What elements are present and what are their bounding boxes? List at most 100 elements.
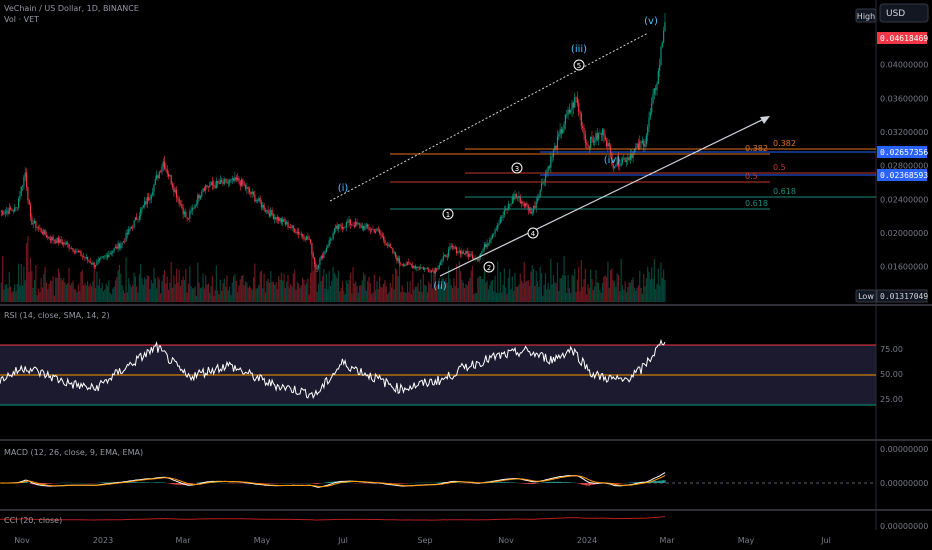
volume-bar — [106, 286, 109, 302]
candle-body — [331, 238, 333, 240]
volume-bar — [116, 277, 118, 302]
candle-body — [628, 157, 630, 160]
macd-histogram-bar — [262, 483, 264, 484]
candle-body — [404, 264, 406, 266]
time-axis[interactable]: Nov 2023 Mar May Jul Sep Nov 2024 Mar May Jul — [14, 536, 831, 545]
volume-bar — [643, 273, 645, 302]
candle-body — [76, 250, 78, 252]
currency-selector[interactable]: USD — [879, 3, 929, 23]
volume-bar — [282, 280, 284, 302]
volume-bar — [236, 291, 239, 302]
volume-bar — [39, 292, 41, 302]
volume-bar — [552, 275, 555, 302]
candle-body — [526, 203, 528, 206]
fibonacci-retracement[interactable]: 0.382 0.5 0.618 0.382 0.5 0.618 — [390, 139, 876, 210]
volume-bar — [397, 276, 399, 302]
volume-bar — [260, 270, 263, 302]
macd-histogram-bar — [495, 482, 497, 483]
volume-bar — [124, 293, 126, 302]
wave-label-ii: (ii) — [433, 281, 446, 292]
candle-body — [27, 187, 29, 201]
candle-body — [48, 236, 50, 239]
volume-bar — [536, 281, 539, 302]
candle-body — [321, 255, 324, 258]
macd-legend[interactable]: MACD (12, 26, close, 9, EMA, EMA) — [4, 448, 143, 457]
volume-bar — [270, 270, 272, 302]
candle-body — [130, 227, 132, 229]
macd-histogram-bar — [551, 481, 553, 483]
symbol-title[interactable]: VeChain / US Dollar, 1D, BINANCE — [4, 4, 139, 13]
price-tick: 0.02800000 — [880, 162, 928, 171]
candle-body — [493, 233, 495, 235]
macd-histogram-bar — [656, 480, 658, 483]
volume-bar — [267, 278, 269, 302]
volume-bar — [223, 278, 225, 302]
candle-body — [617, 157, 620, 167]
candle-body — [239, 181, 241, 186]
fib-label-0618: 0.618 — [745, 199, 768, 208]
volume-bar — [656, 283, 658, 302]
volume-bar — [302, 277, 304, 302]
indicator3-legend[interactable]: CCI (20, close) — [4, 516, 62, 525]
volume-bar — [540, 273, 543, 302]
volume-bar — [525, 281, 527, 302]
volume-bar — [31, 271, 33, 302]
candle-body — [298, 231, 300, 235]
volume-bar — [446, 282, 448, 302]
candle-body — [28, 200, 30, 205]
volume-bar — [373, 274, 375, 302]
sub-wave-1: 1 — [442, 208, 454, 220]
volume-bar — [308, 294, 310, 302]
candle-body — [323, 252, 325, 258]
volume-bar — [352, 267, 354, 302]
price-axis[interactable]: 0.01600000 0.02000000 0.02400000 0.02800000… — [880, 61, 928, 272]
volume-legend[interactable]: Vol · VET — [4, 15, 39, 24]
volume-bar — [664, 279, 666, 302]
candle-body — [104, 255, 106, 257]
price-tick: 0.02400000 — [880, 195, 928, 204]
candle-body — [92, 262, 94, 265]
candle-body — [125, 232, 127, 242]
candle-body — [547, 166, 549, 171]
candle-body — [133, 220, 135, 228]
candle-body — [660, 46, 662, 65]
channel-lower-arrow[interactable] — [439, 116, 770, 277]
volume-bar — [590, 269, 592, 302]
candle-body — [264, 210, 267, 212]
volume-bar — [43, 274, 45, 302]
volume-bar — [120, 273, 122, 302]
volume-bar — [485, 282, 487, 302]
volume-bar — [240, 275, 243, 302]
volume-bar — [424, 284, 426, 302]
candle-body — [258, 198, 260, 201]
time-tick: Sep — [417, 536, 432, 545]
macd-histogram-bar — [664, 480, 666, 483]
macd-histogram-bar — [389, 483, 391, 484]
candle-body — [234, 177, 236, 182]
high-price-tag: 0.04618469 — [877, 32, 928, 44]
candle-body — [507, 204, 509, 210]
macd-histogram-bar — [546, 482, 548, 483]
volume-bar — [555, 282, 557, 302]
macd-histogram-bar — [525, 483, 527, 484]
candle-body — [398, 258, 401, 264]
macd-histogram-bar — [137, 482, 139, 483]
macd-histogram-bar — [559, 481, 561, 483]
volume-bar — [398, 265, 401, 302]
volume-bar — [17, 263, 20, 302]
volume-bar — [558, 291, 560, 302]
candle-body — [583, 127, 585, 135]
candle-body — [8, 207, 10, 214]
candle-body — [96, 261, 98, 266]
volume-bar — [183, 279, 186, 302]
sub-wave-5: 5 — [573, 59, 585, 71]
macd-histogram-bar — [655, 480, 657, 483]
macd-histogram-bar — [587, 483, 589, 486]
volume-bar — [197, 262, 199, 302]
rsi-legend[interactable]: RSI (14, close, SMA, 14, 2) — [4, 311, 110, 320]
candle-body — [238, 178, 240, 182]
candle-body — [274, 217, 276, 219]
volume-bar — [227, 290, 229, 302]
volume-bar — [623, 289, 625, 302]
